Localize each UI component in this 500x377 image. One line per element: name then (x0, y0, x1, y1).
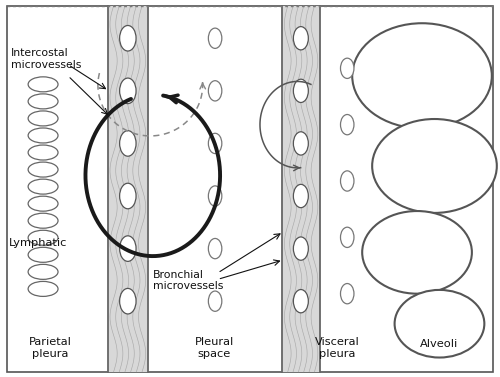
Text: Alveoli: Alveoli (420, 339, 459, 349)
Ellipse shape (28, 230, 58, 245)
Ellipse shape (28, 264, 58, 279)
Ellipse shape (208, 291, 222, 311)
Ellipse shape (28, 77, 58, 92)
Text: Intercostal
microvessels: Intercostal microvessels (10, 48, 81, 70)
Ellipse shape (294, 184, 308, 208)
Ellipse shape (120, 183, 136, 209)
Ellipse shape (208, 81, 222, 101)
Text: Bronchial
microvessels: Bronchial microvessels (153, 270, 223, 291)
Ellipse shape (294, 79, 308, 103)
Ellipse shape (28, 128, 58, 143)
Ellipse shape (208, 186, 222, 206)
Text: Visceral
pleura: Visceral pleura (315, 337, 360, 359)
Ellipse shape (340, 284, 354, 304)
Circle shape (362, 211, 472, 294)
Ellipse shape (294, 290, 308, 313)
Bar (108, 6, 148, 372)
Ellipse shape (28, 281, 58, 296)
Ellipse shape (120, 288, 136, 314)
Ellipse shape (120, 26, 136, 51)
Ellipse shape (28, 111, 58, 126)
Ellipse shape (28, 213, 58, 228)
Ellipse shape (120, 236, 136, 261)
Ellipse shape (120, 78, 136, 104)
Text: Pleural
space: Pleural space (194, 337, 234, 359)
Bar (282, 6, 320, 372)
Ellipse shape (294, 237, 308, 260)
Ellipse shape (294, 132, 308, 155)
Ellipse shape (340, 115, 354, 135)
Ellipse shape (340, 171, 354, 191)
Ellipse shape (120, 131, 136, 156)
Ellipse shape (28, 247, 58, 262)
Text: Lymphatic: Lymphatic (9, 238, 68, 248)
Ellipse shape (208, 133, 222, 153)
Ellipse shape (208, 28, 222, 48)
Ellipse shape (28, 196, 58, 211)
Ellipse shape (340, 58, 354, 78)
Ellipse shape (208, 239, 222, 259)
Circle shape (352, 23, 492, 129)
Ellipse shape (28, 94, 58, 109)
Ellipse shape (28, 162, 58, 177)
Ellipse shape (294, 27, 308, 50)
Ellipse shape (28, 179, 58, 194)
Ellipse shape (28, 145, 58, 160)
Text: Parietal
pleura: Parietal pleura (29, 337, 72, 359)
Circle shape (372, 119, 497, 213)
Ellipse shape (340, 227, 354, 247)
Circle shape (394, 290, 484, 357)
